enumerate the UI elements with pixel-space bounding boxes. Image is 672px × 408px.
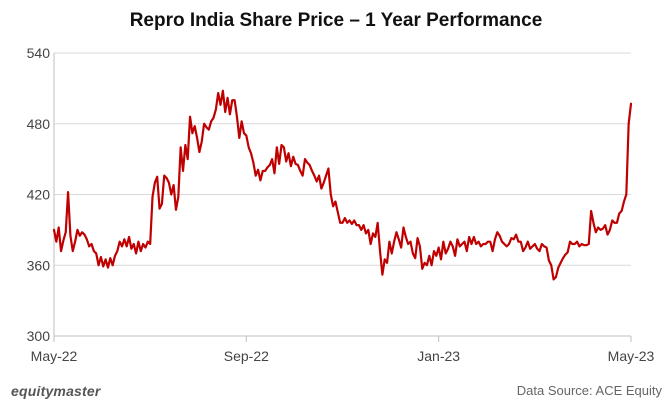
data-source-note: Data Source: ACE Equity [516,383,662,398]
series-group [52,89,633,281]
y-tick-label-420: 420 [27,187,51,203]
gridlines [54,52,631,266]
y-tick-label-300: 300 [27,328,51,344]
x-tick-label-sep-22: Sep-22 [224,348,269,364]
y-tick-label-360: 360 [27,257,51,273]
y-tick-label-480: 480 [27,116,51,132]
y-tick-label-540: 540 [27,45,51,61]
series-line-repro-india [52,89,633,281]
x-tick-label-may-23: May-23 [608,348,655,364]
x-tick-label-jan-23: Jan-23 [417,348,460,364]
chart-title: Repro India Share Price – 1 Year Perform… [129,10,543,31]
equitymaster-logo: equitymaster [11,383,101,399]
y-axis: 300 360 420 480 540 [27,45,55,344]
x-tick-label-may-22: May-22 [31,348,78,364]
x-axis: May-22 Sep-22 Jan-23 May-23 [31,335,655,364]
